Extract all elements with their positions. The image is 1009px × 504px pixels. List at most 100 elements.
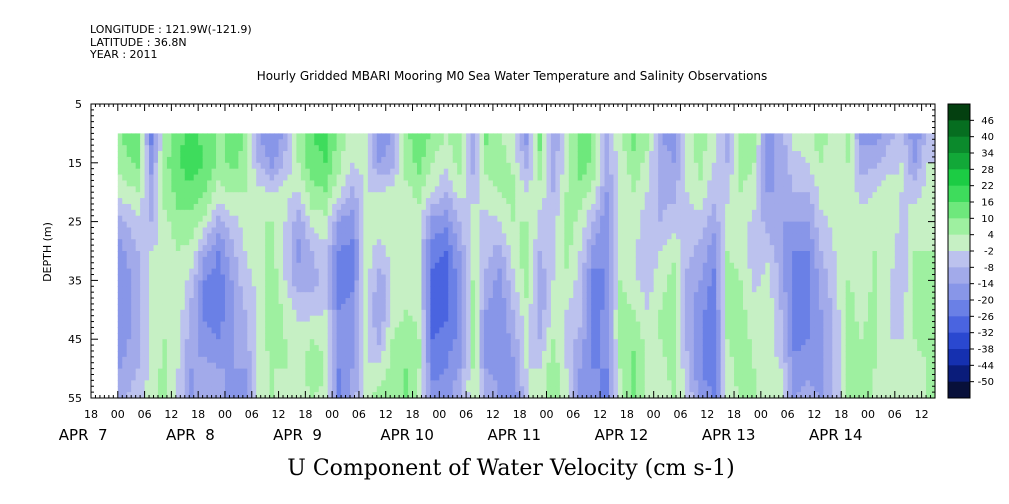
heatmap-cell [162,315,168,323]
heatmap-cell [595,286,601,293]
heatmap-cell [390,145,396,152]
heatmap-cell [327,386,333,393]
heatmap-cell [157,374,164,381]
heatmap-cell [251,192,257,199]
heatmap-cell [198,292,204,299]
heatmap-cell [153,286,159,293]
heatmap-cell [193,321,199,329]
heatmap-cell [609,327,615,334]
heatmap-cell [193,203,199,211]
heatmap-cell [291,327,298,334]
heatmap-cell [184,303,190,311]
heatmap-cell [501,303,507,311]
heatmap-cell [403,292,409,299]
heatmap-cell [224,380,231,387]
heatmap-cell [233,251,239,258]
heatmap-cell [408,345,414,352]
heatmap-cell [533,374,539,381]
heatmap-cell [198,339,204,346]
heatmap-cell [269,268,275,276]
heatmap-cell [327,239,333,246]
heatmap-cell [238,227,244,234]
heatmap-cell [251,303,257,311]
heatmap-cell [323,339,329,346]
heatmap-cell [300,262,306,270]
heatmap-cell [425,180,431,187]
heatmap-cell [412,162,418,170]
heatmap-cell [256,180,262,187]
heatmap-cell [269,256,275,264]
heatmap-cell [269,298,275,305]
heatmap-cell [122,133,128,140]
heatmap-cell [439,268,445,276]
heatmap-cell [274,292,280,299]
heatmap-cell [475,151,481,158]
heatmap-cell [457,151,463,158]
heatmap-cell [309,298,315,305]
heatmap-cell [149,180,155,187]
heatmap-cell [117,233,123,240]
heatmap-cell [149,145,155,152]
heatmap-cell [439,345,445,352]
heatmap-cell [358,286,365,293]
heatmap-cell [296,380,302,387]
heatmap-cell [323,386,329,393]
heatmap-cell [126,280,132,287]
heatmap-cell [336,350,342,358]
heatmap-cell [600,174,606,182]
heatmap-cell [323,209,329,217]
heatmap-cell [609,362,615,370]
heatmap-cell [367,227,373,234]
heatmap-cell [216,292,222,299]
heatmap-cell [497,245,503,252]
heatmap-cell [470,145,476,152]
heatmap-cell [497,368,503,376]
heatmap-cell [198,233,204,240]
heatmap-cell [546,362,552,370]
heatmap-cell [122,209,128,217]
heatmap-cell [327,303,333,311]
heatmap-cell [568,262,574,270]
heatmap-cell [336,209,342,217]
heatmap-cell [546,133,552,140]
heatmap-cell [314,162,320,170]
heatmap-cell [475,227,481,234]
heatmap-cell [216,303,222,311]
heatmap-cell [568,345,574,352]
heatmap-cell [483,239,490,246]
heatmap-cell [577,268,583,276]
heatmap-cell [550,133,557,140]
heatmap-cell [550,315,557,323]
heatmap-cell [157,392,164,399]
heatmap-cell [559,233,565,240]
heatmap-cell [202,309,208,317]
heatmap-cell [278,292,284,299]
heatmap-cell [483,251,490,258]
heatmap-cell [506,133,512,140]
heatmap-cell [367,215,373,223]
heatmap-cell [251,227,257,234]
heatmap-cell [519,156,525,164]
heatmap-cell [533,251,539,258]
heatmap-cell [452,298,458,305]
heatmap-cell [390,292,396,299]
heatmap-cell [229,339,235,346]
heatmap-cell [247,298,253,305]
heatmap-cell [457,268,463,276]
heatmap-cell [314,309,320,317]
heatmap-cell [483,156,490,164]
heatmap-cell [390,286,396,293]
heatmap-cell [506,186,512,193]
heatmap-cell [461,356,467,364]
heatmap-cell [350,374,356,381]
heatmap-cell [515,362,521,370]
heatmap-cell [524,292,530,299]
heatmap-cell [600,180,606,187]
heatmap-cell [189,133,195,140]
heatmap-cell [274,256,280,264]
heatmap-cell [533,133,539,140]
heatmap-cell [564,298,570,305]
heatmap-cell [233,145,239,152]
heatmap-cell [296,256,302,264]
heatmap-cell [117,368,123,376]
